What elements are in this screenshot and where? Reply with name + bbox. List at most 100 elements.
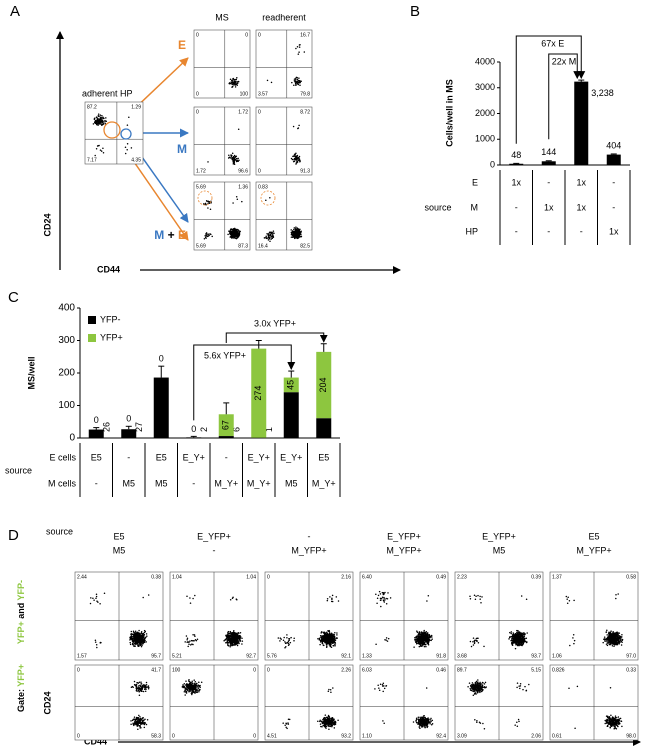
event-dot bbox=[335, 596, 338, 598]
event-dot bbox=[232, 82, 234, 84]
event-dot bbox=[142, 640, 144, 643]
event-dot bbox=[480, 690, 483, 693]
event-dot bbox=[185, 691, 187, 694]
event-dot bbox=[477, 637, 479, 639]
event-dot bbox=[385, 639, 387, 641]
event-dot bbox=[131, 685, 134, 688]
event-dot bbox=[188, 680, 191, 683]
table-cell: 1x bbox=[511, 177, 521, 187]
event-dot bbox=[297, 83, 300, 86]
quadrant-value: 92.1 bbox=[341, 653, 351, 659]
event-dot bbox=[206, 235, 208, 237]
event-dot bbox=[573, 599, 575, 602]
event-dot bbox=[236, 159, 239, 162]
column-header: M_YFP+ bbox=[386, 545, 421, 555]
event-dot bbox=[230, 642, 232, 645]
row-name: E bbox=[472, 177, 478, 187]
event-dot bbox=[294, 235, 297, 238]
event-dot bbox=[293, 227, 296, 229]
event-dot bbox=[331, 594, 334, 597]
quadrant-value: 1.10 bbox=[362, 733, 372, 739]
event-dot bbox=[617, 640, 620, 643]
event-dot bbox=[321, 642, 324, 645]
event-dot bbox=[135, 638, 137, 640]
event-dot bbox=[140, 683, 143, 685]
event-dot bbox=[297, 127, 299, 130]
event-dot bbox=[291, 81, 293, 84]
event-dot bbox=[318, 637, 321, 639]
y-tick-label: 200 bbox=[58, 368, 75, 379]
row-label-part: YFP+ bbox=[16, 664, 26, 687]
event-dot bbox=[134, 722, 137, 725]
quadrant-value: 2.16 bbox=[341, 574, 351, 580]
value-label: 274 bbox=[253, 386, 263, 401]
event-dot bbox=[421, 635, 424, 637]
flow-plot: 87.2 1.297.17 4.35 bbox=[84, 101, 144, 165]
event-dot bbox=[235, 633, 237, 636]
event-dot bbox=[223, 640, 225, 642]
event-dot bbox=[421, 641, 423, 644]
event-dot bbox=[236, 641, 239, 644]
event-dot bbox=[423, 723, 426, 726]
event-dot bbox=[147, 686, 149, 688]
event-dot bbox=[268, 237, 270, 240]
event-dot bbox=[143, 723, 146, 726]
event-dot bbox=[229, 636, 231, 638]
event-dot bbox=[333, 633, 336, 636]
event-dot bbox=[330, 640, 333, 643]
event-dot bbox=[331, 725, 333, 728]
event-dot bbox=[141, 644, 143, 646]
event-dot bbox=[183, 690, 186, 693]
event-dot bbox=[603, 638, 606, 640]
event-dot bbox=[132, 637, 134, 640]
event-dot bbox=[132, 642, 135, 644]
legend-swatch bbox=[88, 334, 96, 342]
event-dot bbox=[196, 684, 198, 686]
quadrant-value: 93.7 bbox=[531, 653, 541, 659]
table-cell: - bbox=[192, 478, 195, 488]
event-dot bbox=[269, 197, 271, 199]
event-dot bbox=[204, 202, 207, 205]
event-dot bbox=[234, 237, 237, 239]
event-dot bbox=[286, 641, 289, 644]
event-dot bbox=[333, 640, 336, 643]
event-dot bbox=[424, 632, 427, 635]
event-dot bbox=[320, 636, 323, 639]
event-dot bbox=[468, 682, 471, 684]
event-dot bbox=[430, 717, 432, 720]
event-dot bbox=[195, 686, 197, 689]
event-dot bbox=[333, 727, 336, 729]
event-dot bbox=[331, 721, 333, 723]
annotation-bracket bbox=[193, 344, 296, 421]
event-dot bbox=[230, 230, 233, 233]
event-dot bbox=[325, 643, 328, 646]
event-dot bbox=[412, 721, 415, 723]
event-dot bbox=[329, 645, 332, 647]
event-dot bbox=[101, 115, 103, 117]
table-cell: M_Y+ bbox=[247, 478, 271, 488]
event-dot bbox=[295, 152, 297, 154]
event-dot bbox=[424, 640, 427, 642]
event-dot bbox=[328, 642, 331, 645]
event-dot bbox=[337, 719, 339, 721]
event-dot bbox=[286, 637, 288, 639]
event-dot bbox=[604, 640, 606, 642]
flow-plot: 0 2.165.76 92.1 bbox=[264, 571, 354, 661]
event-dot bbox=[329, 637, 332, 639]
row-label: M bbox=[177, 142, 187, 156]
event-dot bbox=[568, 599, 571, 602]
row-name: M cells bbox=[48, 478, 77, 488]
event-dot bbox=[330, 643, 332, 646]
event-dot bbox=[268, 231, 271, 234]
event-dot bbox=[234, 643, 236, 646]
event-dot bbox=[190, 690, 192, 692]
event-dot bbox=[322, 718, 324, 721]
value-label: 3,238 bbox=[591, 88, 614, 98]
event-dot bbox=[89, 602, 92, 605]
quadrant-value: 0 bbox=[245, 32, 248, 38]
event-dot bbox=[419, 635, 421, 637]
event-dot bbox=[508, 638, 510, 640]
event-dot bbox=[90, 597, 92, 599]
event-dot bbox=[293, 160, 296, 163]
event-dot bbox=[137, 645, 139, 647]
